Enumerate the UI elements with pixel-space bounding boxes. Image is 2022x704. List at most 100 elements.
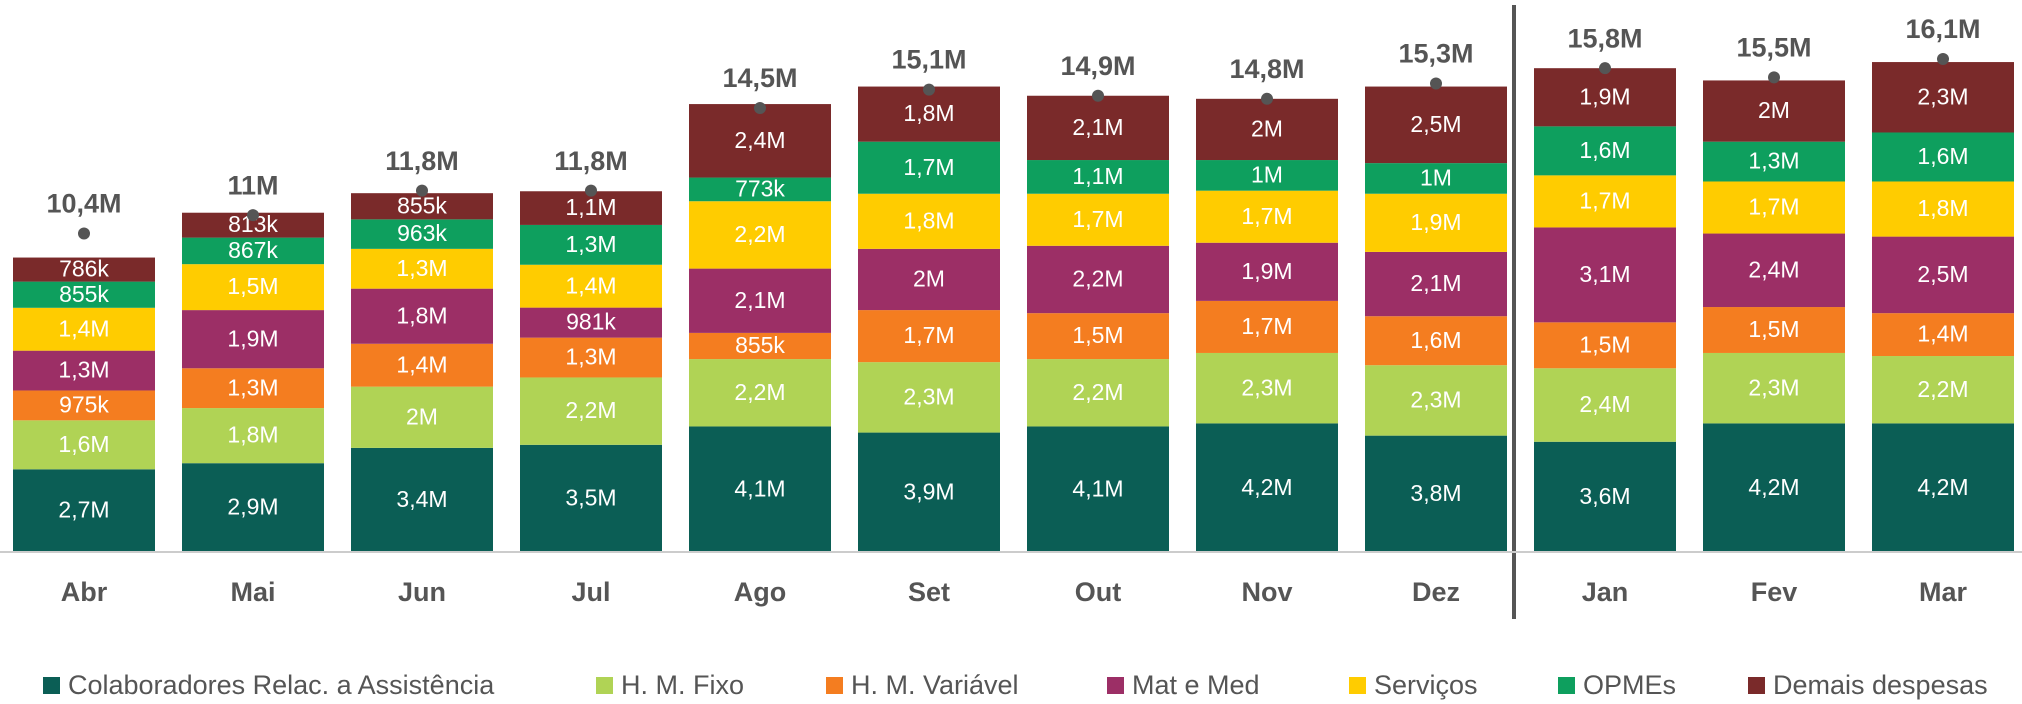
segment-label: 1,5M: [227, 273, 278, 299]
segment-label: 2,3M: [1748, 374, 1799, 400]
segment-label: 1,4M: [58, 315, 109, 341]
legend-swatch: [826, 677, 843, 694]
bar-segment: [1027, 426, 1169, 552]
segment-label: 2,2M: [734, 221, 785, 247]
x-tick-label: Out: [1075, 577, 1122, 607]
bar-segment: [351, 219, 493, 249]
bar-segment: [351, 386, 493, 448]
segment-label: 855k: [59, 281, 109, 307]
legend-label: OPMEs: [1583, 670, 1676, 700]
bar-segment: [1196, 300, 1338, 353]
segment-label: 1,8M: [227, 422, 278, 448]
bar-segment: [858, 362, 1000, 433]
segment-label: 2M: [913, 266, 945, 292]
bar-segment: [858, 86, 1000, 142]
bar-segment: [1027, 95, 1169, 161]
segment-label: 2,2M: [1072, 266, 1123, 292]
segment-label: 981k: [566, 309, 616, 335]
bar-segment: [13, 281, 155, 308]
bar-segment: [858, 248, 1000, 311]
segment-label: 1,4M: [1917, 321, 1968, 347]
bar-segment: [1703, 423, 1845, 552]
bar-segment: [13, 350, 155, 391]
segment-label: 1,8M: [396, 302, 447, 328]
total-label: 14,5M: [722, 63, 797, 93]
segment-label: 1,9M: [227, 325, 278, 351]
legend-label: Demais despesas: [1773, 670, 1988, 700]
bar-segment: [1365, 435, 1507, 552]
segment-label: 2,2M: [734, 379, 785, 405]
segment-label: 855k: [397, 192, 447, 218]
bar-segment: [1703, 307, 1845, 353]
segment-label: 3,4M: [396, 486, 447, 512]
x-tick-label: Dez: [1412, 577, 1460, 607]
total-label: 14,8M: [1229, 54, 1304, 84]
bar-segment: [520, 307, 662, 338]
total-marker: [1937, 53, 1949, 65]
bar-segment: [1703, 181, 1845, 234]
segment-label: 2,4M: [734, 127, 785, 153]
segment-label: 975k: [59, 391, 109, 417]
segment-label: 773k: [735, 175, 785, 201]
total-marker: [1261, 92, 1273, 105]
bar-segment: [520, 191, 662, 225]
bar-segment: [1534, 175, 1676, 228]
bar-segment: [1534, 322, 1676, 369]
segment-label: 1,4M: [565, 272, 616, 298]
segment-label: 4,2M: [1917, 474, 1968, 500]
bar-segment: [520, 337, 662, 378]
bar-segment: [1196, 98, 1338, 161]
bar-segment: [1027, 193, 1169, 246]
bar-segment: [1027, 245, 1169, 314]
segment-label: 1,3M: [58, 357, 109, 383]
segment-label: 2,2M: [565, 397, 616, 423]
bar-segment: [182, 264, 324, 311]
segment-label: 2,3M: [1917, 83, 1968, 109]
total-marker: [247, 209, 259, 222]
bar-segment: [689, 332, 831, 360]
bar-segment: [1365, 365, 1507, 436]
segment-label: 963k: [397, 220, 447, 246]
total-label: 10,4M: [46, 189, 121, 219]
bar-segment: [858, 432, 1000, 552]
bar-segment: [520, 264, 662, 308]
segment-label: 2,1M: [1410, 270, 1461, 296]
segment-label: 1,7M: [903, 154, 954, 180]
segment-label: 1,3M: [565, 231, 616, 257]
total-marker: [1768, 71, 1780, 84]
bar-segment: [689, 426, 831, 552]
segment-label: 2,2M: [1072, 379, 1123, 405]
bar-segment: [1196, 190, 1338, 243]
segment-label: 1,6M: [1410, 327, 1461, 353]
x-tick-label: Set: [908, 577, 950, 607]
segment-label: 855k: [735, 332, 785, 358]
bar-segment: [689, 177, 831, 202]
bar-segment: [13, 257, 155, 282]
bar-segment: [1703, 80, 1845, 142]
bar-segment: [1196, 160, 1338, 191]
total-label: 15,3M: [1398, 39, 1473, 69]
segment-label: 2,9M: [227, 494, 278, 520]
bar-segment: [182, 408, 324, 464]
bar-segment: [689, 104, 831, 178]
total-label: 11,8M: [385, 146, 459, 176]
segment-label: 3,1M: [1579, 261, 1630, 287]
segment-label: 1,5M: [1072, 322, 1123, 348]
bar-segment: [1872, 313, 2014, 357]
total-marker: [754, 101, 766, 114]
bar-segment: [520, 444, 662, 552]
legend-swatch: [1107, 677, 1124, 694]
x-tick-label: Abr: [61, 577, 108, 607]
segment-label: 3,5M: [565, 484, 616, 510]
bar-segment: [1872, 62, 2014, 133]
bar-segment: [1027, 160, 1169, 194]
bar-segment: [1534, 126, 1676, 176]
total-marker: [1599, 62, 1611, 75]
segment-label: 2,3M: [1241, 374, 1292, 400]
segment-label: 1,7M: [1241, 313, 1292, 339]
segment-label: 1,3M: [1748, 148, 1799, 174]
x-tick-label: Fev: [1751, 577, 1798, 607]
x-tick-label: Jan: [1582, 577, 1629, 607]
bar-segment: [182, 310, 324, 369]
